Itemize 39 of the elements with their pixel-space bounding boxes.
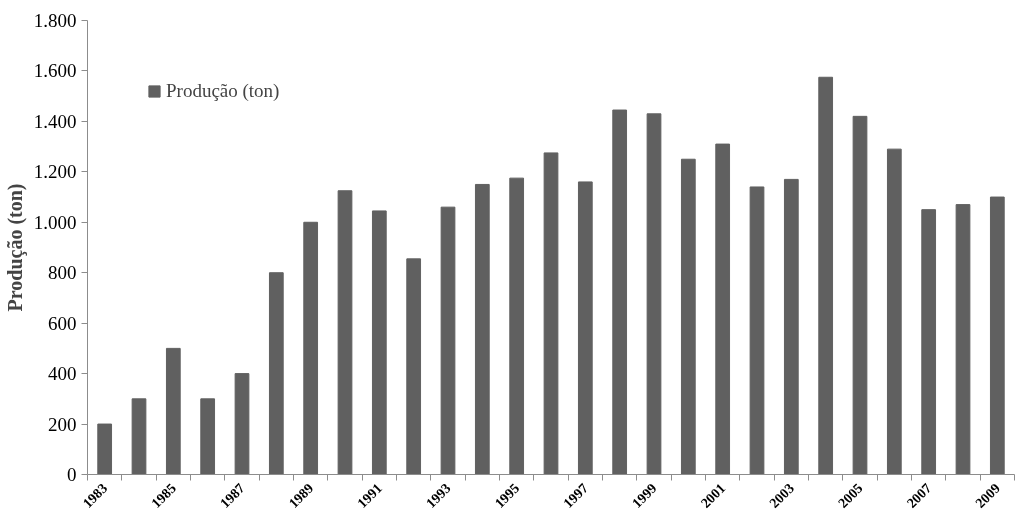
bar (955, 204, 971, 475)
legend-label: Produção (ton) (166, 80, 280, 102)
bar (406, 258, 422, 475)
bar (680, 158, 696, 475)
bar (921, 209, 937, 475)
bar (165, 347, 181, 475)
y-tick-label: 600 (48, 312, 77, 334)
bar (818, 76, 834, 475)
bar (989, 196, 1005, 475)
y-tick-label: 1.000 (33, 211, 77, 233)
bar (371, 210, 387, 475)
y-tick-label: 1.400 (33, 110, 77, 132)
bar (234, 373, 250, 475)
bar (200, 398, 216, 475)
bar (577, 181, 593, 475)
y-tick-label: 0 (67, 464, 77, 485)
bar (509, 177, 525, 475)
bar (612, 109, 628, 475)
y-tick-label: 800 (48, 262, 77, 284)
y-tick-label: 200 (48, 413, 77, 435)
bar (543, 152, 559, 475)
bar (474, 183, 490, 475)
bar (852, 115, 868, 475)
y-axis-title: Produção (ton) (3, 183, 27, 312)
bar (97, 423, 113, 475)
bar (715, 143, 731, 475)
y-tick-label: 1.600 (33, 60, 77, 82)
bar (268, 272, 284, 475)
bar (783, 178, 799, 475)
bar (749, 186, 765, 475)
y-tick-label: 1.800 (33, 10, 77, 31)
bar (886, 148, 902, 475)
bar (303, 221, 319, 475)
bar (131, 398, 147, 475)
y-tick-label: 1.200 (33, 161, 77, 183)
bar (440, 206, 456, 475)
bar (337, 190, 353, 475)
y-tick-label: 400 (48, 363, 77, 385)
bar (646, 113, 662, 475)
